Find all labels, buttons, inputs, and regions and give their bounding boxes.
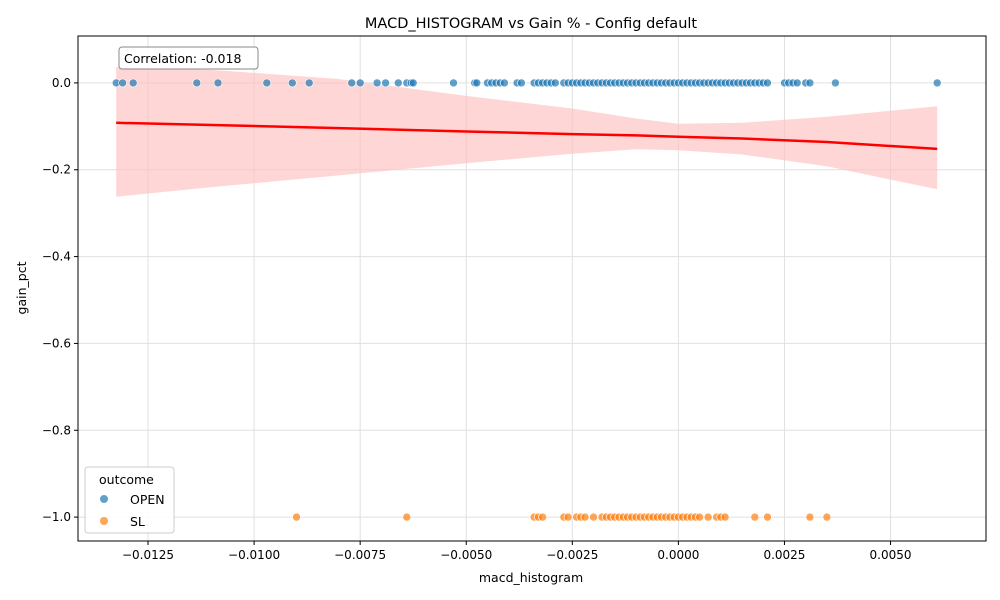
data-point — [304, 78, 314, 88]
data-point — [695, 512, 704, 522]
y-tick-label: −0.8 — [42, 423, 71, 437]
data-point — [192, 78, 202, 88]
data-point — [805, 512, 815, 522]
x-tick-label: −0.0100 — [228, 548, 280, 562]
data-point — [822, 512, 832, 522]
data-point — [402, 512, 412, 522]
legend-label-open: OPEN — [130, 492, 165, 507]
x-tick-label: 0.0000 — [657, 548, 699, 562]
legend-box — [84, 466, 175, 534]
legend-label-sl: SL — [130, 514, 145, 529]
data-point — [472, 78, 482, 88]
regression-line — [116, 121, 938, 151]
data-point — [550, 78, 560, 88]
data-point — [381, 78, 390, 88]
data-point — [563, 512, 573, 522]
legend-marker-open — [100, 495, 108, 503]
data-point — [750, 512, 760, 522]
series-sl — [292, 512, 832, 522]
data-point — [500, 78, 509, 88]
data-points — [111, 78, 942, 522]
x-tick-label: −0.0025 — [546, 548, 598, 562]
data-point — [287, 78, 297, 88]
data-point — [128, 78, 138, 88]
x-axis-ticks: −0.0125 −0.0100 −0.0075 −0.0050 −0.0025 0.000… — [122, 541, 912, 562]
y-tick-label: −0.6 — [42, 336, 71, 350]
data-point — [792, 78, 802, 88]
series-open — [111, 78, 942, 88]
x-tick-label: −0.0075 — [334, 548, 386, 562]
y-tick-label: −1.0 — [42, 510, 71, 524]
data-point — [763, 78, 772, 88]
data-point — [538, 512, 547, 522]
chart-title: MACD_HISTOGRAM vs Gain % - Config defaul… — [365, 16, 698, 32]
y-tick-label: −0.4 — [42, 250, 71, 264]
y-tick-label: −0.2 — [42, 163, 71, 177]
data-point — [580, 512, 590, 522]
x-tick-label: 0.0025 — [763, 548, 805, 562]
y-tick-label: 0.0 — [52, 76, 71, 90]
data-point — [408, 78, 418, 88]
legend-marker-sl — [100, 517, 108, 525]
data-point — [449, 78, 458, 88]
x-tick-label: 0.0050 — [870, 548, 912, 562]
x-tick-label: −0.0125 — [122, 548, 174, 562]
data-point — [589, 512, 598, 522]
x-axis-label: macd_histogram — [479, 570, 583, 585]
y-axis-label: gain_pct — [14, 261, 29, 314]
x-tick-label: −0.0050 — [440, 548, 492, 562]
data-point — [831, 78, 840, 88]
annotation-box — [118, 46, 259, 70]
data-point — [720, 512, 730, 522]
correlation-annotation: Correlation: -0.018 — [118, 46, 259, 70]
data-point — [292, 512, 301, 522]
legend-title: outcome — [99, 472, 154, 487]
data-point — [355, 78, 365, 88]
legend: outcome OPEN SL — [84, 466, 175, 534]
plot-frame — [77, 35, 987, 542]
data-point — [347, 78, 357, 88]
data-point — [517, 78, 526, 88]
data-point — [703, 512, 713, 522]
data-point — [118, 78, 127, 88]
y-axis-ticks: 0.0 −0.2 −0.4 −0.6 −0.8 −1.0 — [42, 76, 78, 524]
data-point — [932, 78, 942, 88]
annotation-text: Correlation: -0.018 — [124, 51, 241, 66]
regression-line-group — [116, 121, 938, 151]
data-point — [262, 78, 272, 88]
data-point — [805, 78, 815, 88]
data-point — [213, 78, 223, 88]
data-point — [393, 78, 403, 88]
data-point — [763, 512, 772, 522]
data-point — [372, 78, 382, 88]
